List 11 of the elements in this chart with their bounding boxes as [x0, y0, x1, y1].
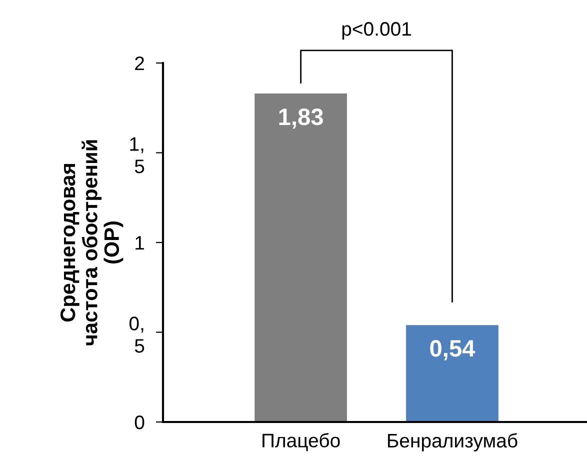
y-axis-title: Среднегодовая частота обострений (ОР)	[60, 140, 124, 346]
y-tick-label: 0, 5	[129, 316, 144, 353]
text: p<0.001	[342, 22, 411, 40]
y-tick-label: 2	[135, 56, 144, 70]
y-tick-label: 0	[134, 415, 144, 430]
x-tick-label: Плацебо	[262, 432, 340, 452]
data-label: 1,83	[279, 108, 323, 129]
x-tick-label: Бенрализумаб	[388, 433, 518, 452]
data-label: 0,54	[430, 340, 476, 360]
y-tick-label: 1	[136, 236, 144, 250]
y-tick-label: 1, 5	[130, 137, 144, 174]
